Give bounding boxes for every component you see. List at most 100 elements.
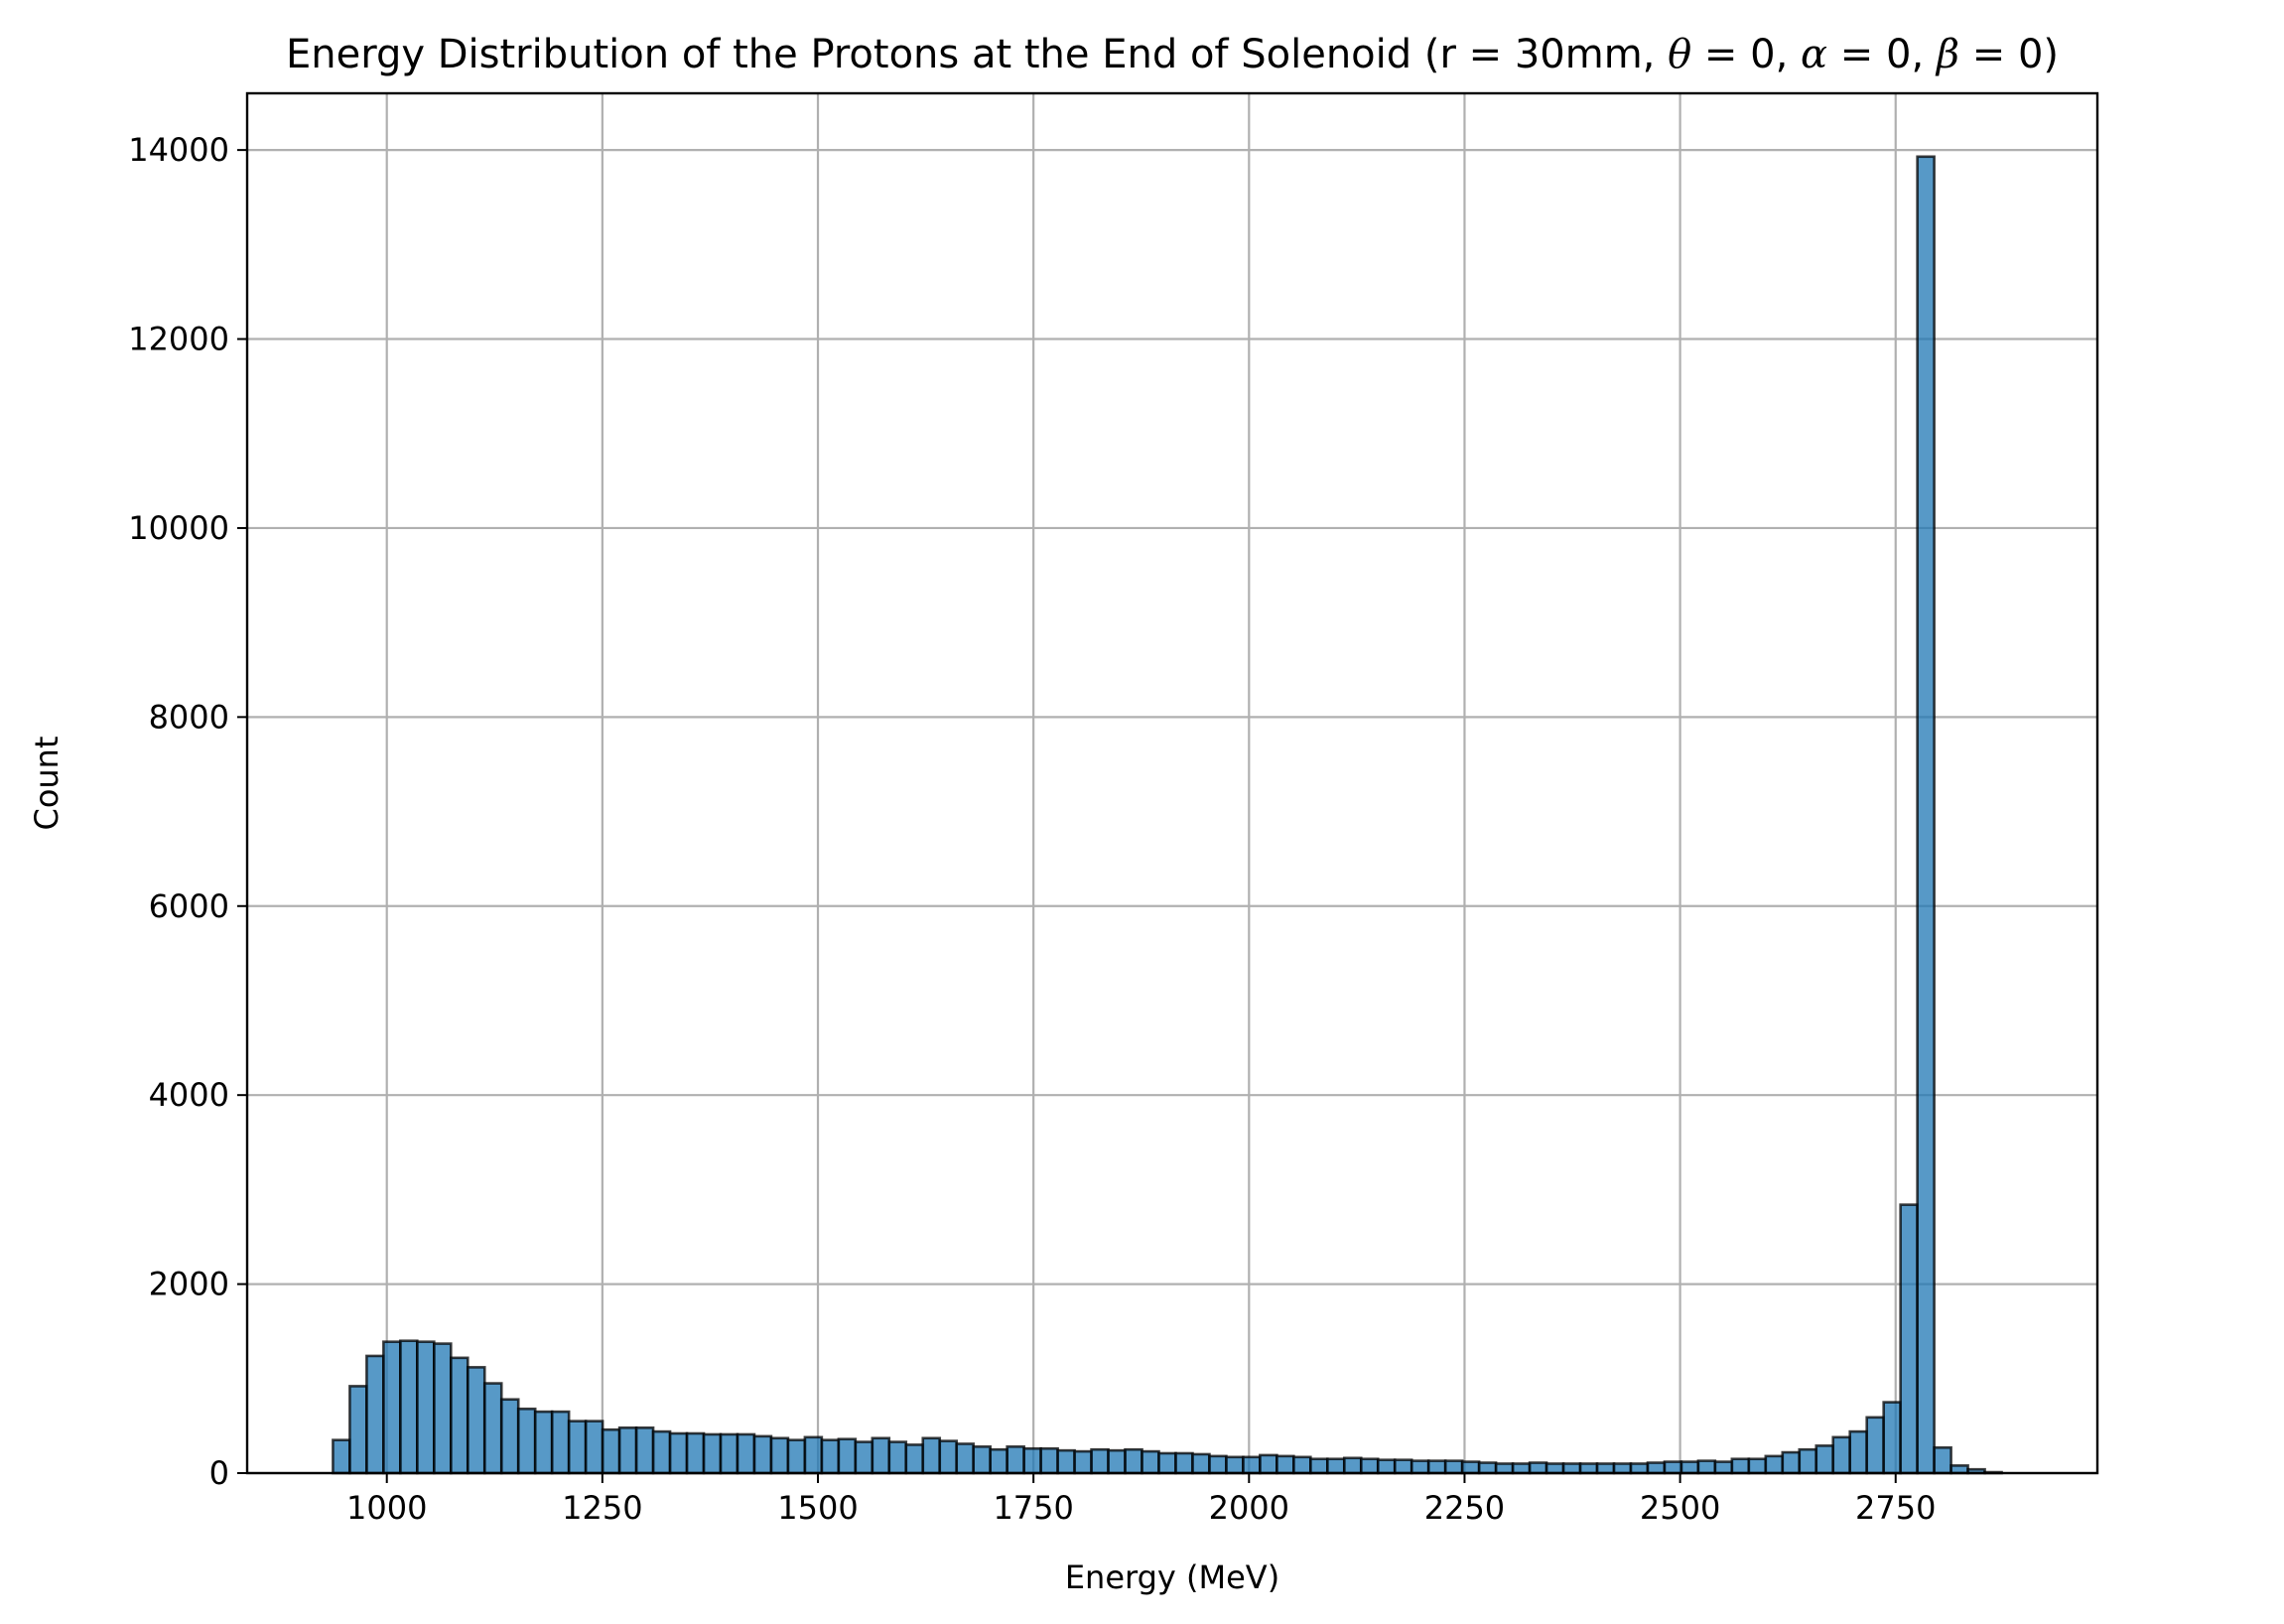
x-tick-label: 1250: [562, 1489, 642, 1527]
histogram-bar: [533, 1410, 554, 1475]
histogram-bar: [466, 1366, 486, 1475]
histogram-bar: [365, 1354, 385, 1475]
x-tick-label: 1000: [346, 1489, 427, 1527]
histogram-bar: [904, 1443, 925, 1475]
histogram-bar: [1359, 1457, 1380, 1475]
histogram-bar: [938, 1439, 959, 1475]
histogram-bar: [1679, 1460, 1700, 1475]
histogram-bar: [1225, 1455, 1245, 1475]
histogram-bar: [1882, 1401, 1902, 1475]
histogram-bar: [601, 1427, 621, 1475]
histogram-bar: [584, 1420, 605, 1475]
y-tick-label: 12000: [128, 321, 229, 358]
histogram-bar: [803, 1435, 824, 1475]
histogram-bar: [1730, 1457, 1751, 1475]
histogram-bar: [1326, 1457, 1346, 1475]
histogram-bar: [1629, 1462, 1650, 1475]
histogram-bar: [668, 1431, 689, 1475]
histogram-bar: [1006, 1445, 1025, 1475]
plot-frame: [245, 91, 2099, 1475]
histogram-bar: [1208, 1454, 1228, 1475]
histogram-bar: [1899, 1203, 1919, 1475]
histogram-bar: [1545, 1462, 1565, 1475]
histogram-bar: [399, 1339, 419, 1475]
histogram-bar: [1107, 1448, 1127, 1475]
histogram-bar: [634, 1426, 655, 1475]
histogram-bar: [1039, 1446, 1059, 1475]
histogram-bar: [820, 1438, 841, 1475]
histogram-bar: [1393, 1458, 1413, 1475]
histogram-bar: [348, 1385, 368, 1475]
histogram-bar: [1292, 1455, 1312, 1475]
histogram-bar: [1276, 1454, 1295, 1475]
histogram-bar: [382, 1340, 402, 1475]
histogram-bar: [1174, 1451, 1194, 1475]
histogram-bar: [1443, 1459, 1464, 1475]
histogram-bar: [1410, 1459, 1430, 1475]
histogram-bar: [449, 1356, 470, 1475]
histogram-bar: [786, 1438, 807, 1475]
x-axis-label: Energy (MeV): [1065, 1558, 1279, 1596]
histogram-bar: [1781, 1450, 1802, 1475]
histogram-bar: [1578, 1462, 1599, 1475]
y-tick-label: 4000: [149, 1076, 229, 1114]
histogram-bar: [1056, 1448, 1076, 1475]
histogram-bar: [1798, 1447, 1818, 1475]
histogram-bar: [921, 1436, 942, 1475]
histogram-bar: [752, 1434, 773, 1475]
histogram-bar: [871, 1436, 891, 1475]
histogram-bar: [1242, 1455, 1262, 1475]
histogram-bar: [1528, 1461, 1548, 1475]
histogram-bar: [1612, 1462, 1633, 1475]
histogram-bar: [1191, 1452, 1211, 1475]
histogram-bar: [1309, 1457, 1329, 1475]
histogram-bar: [1646, 1461, 1667, 1475]
histogram-bar: [685, 1431, 706, 1475]
y-axis-label: Count: [28, 736, 66, 830]
grid: [247, 93, 2097, 1475]
histogram-bar: [1342, 1456, 1363, 1475]
histogram-bar: [719, 1432, 739, 1475]
histogram-bar: [550, 1410, 571, 1475]
histogram-bar: [1460, 1460, 1481, 1475]
histogram-bar: [955, 1442, 976, 1475]
histogram-bar: [567, 1420, 588, 1475]
histogram-bar: [736, 1432, 756, 1475]
histogram-bar: [1663, 1460, 1683, 1475]
chart-title: Energy Distribution of the Protons at th…: [286, 32, 2059, 77]
axis-ticks: 1000 1250 1500 1750 2000 2250 2500 2750 0 2000 400…: [128, 131, 1936, 1527]
histogram-bar: [1814, 1444, 1835, 1475]
x-tick-label: 2500: [1640, 1489, 1720, 1527]
histogram-bar: [972, 1445, 992, 1475]
histogram-bar: [1477, 1461, 1498, 1475]
x-tick-label: 2250: [1424, 1489, 1505, 1527]
histogram-bar: [769, 1436, 790, 1475]
histogram-bar: [516, 1407, 537, 1475]
histogram-bar: [702, 1432, 723, 1475]
histogram-bar: [1090, 1447, 1110, 1475]
histogram-bar: [887, 1440, 908, 1475]
histogram-bar: [1124, 1447, 1143, 1475]
histogram-bar: [989, 1447, 1008, 1475]
histogram-bar: [1865, 1416, 1885, 1475]
x-tick-label: 2750: [1855, 1489, 1936, 1527]
histogram-bar: [1157, 1451, 1177, 1475]
histogram-bar: [1933, 1445, 1952, 1475]
histogram-bar: [433, 1342, 453, 1475]
y-tick-label: 10000: [128, 509, 229, 547]
x-tick-label: 1750: [993, 1489, 1073, 1527]
histogram-bar: [1426, 1459, 1447, 1475]
y-tick-label: 6000: [149, 887, 229, 925]
histogram-bar: [1831, 1435, 1852, 1475]
histogram-bar: [1713, 1460, 1734, 1475]
x-tick-label: 2000: [1209, 1489, 1289, 1527]
histogram-bar: [1259, 1453, 1278, 1475]
histogram-bar: [1376, 1458, 1397, 1475]
y-tick-label: 0: [209, 1454, 229, 1492]
histogram-bar: [1511, 1462, 1532, 1475]
histogram-bar: [1848, 1429, 1868, 1475]
histogram-bar: [1494, 1462, 1515, 1475]
histogram-bar: [1073, 1449, 1093, 1475]
